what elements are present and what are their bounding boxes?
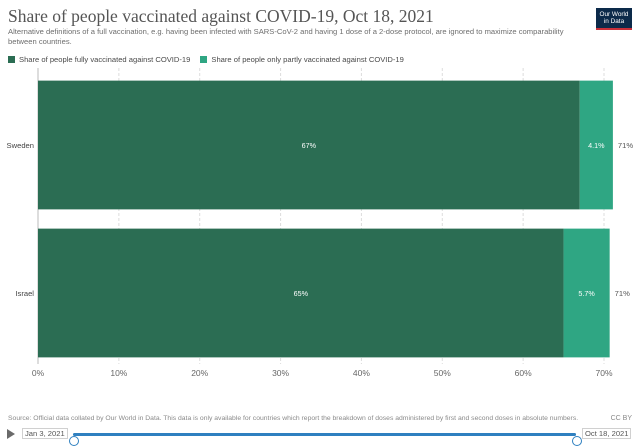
- legend: Share of people fully vaccinated against…: [8, 53, 414, 65]
- play-icon[interactable]: [7, 429, 15, 439]
- timeline: Jan 3, 2021 Oct 18, 2021: [0, 426, 640, 446]
- timeline-start-label[interactable]: Jan 3, 2021: [22, 428, 68, 439]
- logo-line-2: in Data: [603, 18, 625, 25]
- bar-segment-fully: [38, 228, 564, 358]
- category-label: Israel: [15, 289, 34, 298]
- data-label: 4.1%: [588, 141, 605, 150]
- bar-segment-fully: [38, 80, 580, 210]
- legend-swatch-fully: [8, 55, 15, 63]
- chart-title: Share of people vaccinated against COVID…: [8, 6, 434, 26]
- owid-logo[interactable]: Our World in Data: [596, 8, 632, 30]
- x-tick-label: 60%: [515, 368, 532, 378]
- source-note: Source: Official data collated by Our Wo…: [8, 415, 579, 422]
- logo-line-1: Our World: [599, 11, 629, 18]
- timeline-start-handle[interactable]: [69, 436, 79, 446]
- legend-item-fully[interactable]: Share of people fully vaccinated against…: [8, 55, 190, 64]
- timeline-fill: [73, 433, 576, 436]
- license-link[interactable]: CC BY: [610, 415, 632, 422]
- bar-segment-partly: [563, 228, 610, 358]
- x-tick-label: 30%: [272, 368, 289, 378]
- timeline-end-label[interactable]: Oct 18, 2021: [582, 428, 632, 439]
- legend-swatch-partly: [200, 55, 208, 63]
- data-label: 65%: [294, 289, 309, 298]
- x-tick-label: 0%: [32, 368, 45, 378]
- timeline-track[interactable]: [69, 433, 582, 446]
- category-label: Sweden: [7, 141, 34, 150]
- x-tick-label: 50%: [434, 368, 451, 378]
- legend-label-fully: Share of people fully vaccinated against…: [19, 54, 191, 64]
- bar-chart: 0% 10% 20% 30% 40% 50% 60% 70% Sweden 67% 4.1% 71% I…: [7, 68, 633, 378]
- data-label: 5.7%: [578, 289, 595, 298]
- x-tick-label: 20%: [191, 368, 208, 378]
- chart-subtitle: Alternative definitions of a full vaccin…: [8, 27, 564, 46]
- bar-segment-partly: [579, 80, 613, 210]
- total-label: 71%: [615, 289, 630, 298]
- x-tick-label: 40%: [353, 368, 370, 378]
- data-label: 67%: [302, 141, 317, 150]
- legend-label-partly: Share of people only partly vaccinated a…: [211, 54, 404, 64]
- timeline-end-handle[interactable]: [572, 436, 582, 446]
- total-label: 71%: [618, 141, 633, 150]
- x-tick-label: 70%: [595, 368, 612, 378]
- x-tick-label: 10%: [110, 368, 127, 378]
- legend-item-partly[interactable]: Share of people only partly vaccinated a…: [200, 54, 404, 64]
